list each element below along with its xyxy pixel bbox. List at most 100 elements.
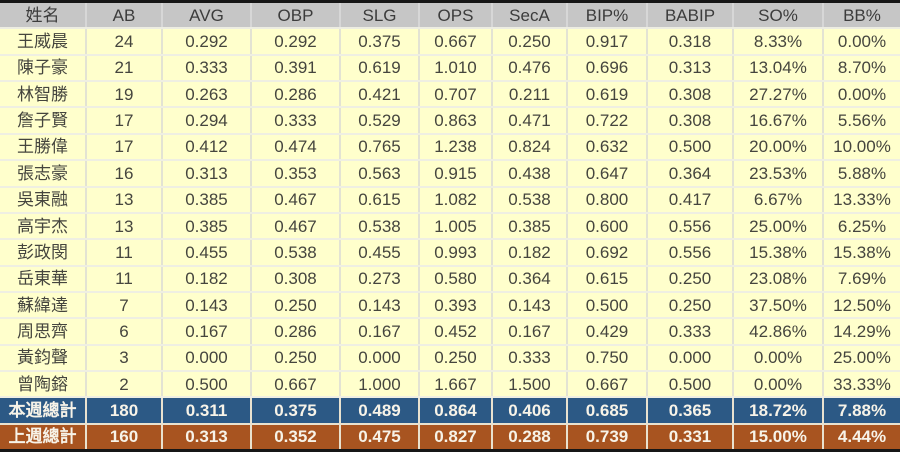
stat-cell[interactable]: 0.563 — [341, 161, 420, 186]
stat-cell[interactable]: 0.375 — [341, 29, 420, 54]
stat-cell[interactable]: 0.580 — [420, 266, 493, 291]
stat-cell[interactable]: 16.67% — [734, 108, 824, 133]
stat-cell[interactable]: 0.333 — [252, 108, 341, 133]
stat-cell[interactable]: 0.500 — [648, 134, 734, 160]
stat-cell[interactable]: 0.308 — [252, 266, 341, 291]
stat-cell[interactable]: 0.632 — [568, 134, 648, 160]
stat-cell[interactable]: 19 — [87, 82, 163, 107]
stat-cell[interactable]: 6.25% — [837, 216, 887, 236]
stat-cell[interactable]: 33.33% — [833, 374, 891, 394]
stat-cell[interactable]: 8.70% — [837, 58, 887, 78]
stat-cell[interactable]: 11 — [87, 266, 163, 291]
stat-cell[interactable]: 7.88% — [837, 401, 887, 421]
stat-cell[interactable]: 13 — [87, 187, 163, 212]
stat-cell[interactable]: 3 — [87, 345, 163, 371]
stat-cell[interactable]: 0.250 — [252, 292, 341, 318]
player-name-cell[interactable]: 蘇緯達 — [0, 292, 87, 318]
stat-cell[interactable]: 0.556 — [648, 240, 734, 265]
stat-cell[interactable]: 0.286 — [252, 319, 341, 344]
stat-cell[interactable]: 0.667 — [568, 372, 648, 397]
stat-cell[interactable]: 0.364 — [493, 266, 568, 291]
stat-cell[interactable]: 0.308 — [648, 108, 734, 133]
stat-cell[interactable]: 18.72% — [734, 398, 824, 423]
stat-cell[interactable]: 180 — [87, 398, 163, 423]
stat-cell[interactable]: 0.429 — [568, 319, 648, 344]
stat-cell[interactable]: 0.722 — [568, 108, 648, 133]
player-name-cell[interactable]: 王勝偉 — [0, 134, 87, 160]
stat-cell[interactable]: 27.27% — [734, 82, 824, 107]
stat-cell[interactable]: 0.167 — [163, 319, 252, 344]
stat-cell[interactable]: 0.294 — [163, 108, 252, 133]
stat-cell[interactable]: 0.696 — [568, 55, 648, 81]
player-name-cell[interactable]: 曾陶鎔 — [0, 372, 87, 397]
stat-cell[interactable]: 7 — [87, 292, 163, 318]
stat-cell[interactable]: 0.619 — [568, 82, 648, 107]
stat-cell[interactable]: 0.538 — [252, 240, 341, 265]
stat-cell[interactable]: 10.00% — [833, 137, 891, 157]
stat-cell[interactable]: 0.393 — [420, 292, 493, 318]
stat-cell[interactable]: 0.000 — [341, 345, 420, 371]
stat-cell[interactable]: 0.385 — [163, 187, 252, 212]
stat-cell[interactable]: 12.50% — [833, 295, 891, 315]
stat-cell[interactable]: 0.00% — [837, 32, 887, 52]
stat-cell[interactable]: 0.500 — [163, 372, 252, 397]
stat-cell[interactable]: 15.38% — [833, 242, 891, 262]
stat-cell[interactable]: 0.000 — [163, 345, 252, 371]
stat-cell[interactable]: 0.667 — [420, 29, 493, 54]
stat-cell[interactable]: 4.44% — [837, 427, 887, 447]
stat-cell[interactable]: 0.500 — [568, 292, 648, 318]
stat-cell[interactable]: 42.86% — [734, 319, 824, 344]
player-name-cell[interactable]: 王威晨 — [0, 29, 87, 54]
stat-cell[interactable]: 0.750 — [568, 345, 648, 371]
stat-cell[interactable]: 0.500 — [648, 372, 734, 397]
stat-cell[interactable]: 20.00% — [734, 134, 824, 160]
stat-cell[interactable]: 6 — [87, 319, 163, 344]
stat-cell[interactable]: 13.33% — [833, 190, 891, 210]
stat-cell[interactable]: 0.211 — [493, 82, 568, 107]
player-name-cell[interactable]: 高宇杰 — [0, 213, 87, 239]
player-name-cell[interactable]: 彭政閔 — [0, 240, 87, 265]
stat-cell[interactable]: 23.08% — [734, 266, 824, 291]
stat-cell[interactable]: 0.538 — [341, 213, 420, 239]
stat-cell[interactable]: 0.615 — [341, 187, 420, 212]
stat-cell[interactable]: 0.00% — [734, 372, 824, 397]
stat-cell[interactable]: 0.476 — [493, 55, 568, 81]
stat-cell[interactable]: 0.529 — [341, 108, 420, 133]
stat-cell[interactable]: 8.33% — [734, 29, 824, 54]
stat-cell[interactable]: 0.00% — [734, 345, 824, 371]
column-header[interactable]: SecA — [493, 3, 568, 28]
stat-cell[interactable]: 0.167 — [341, 319, 420, 344]
stat-cell[interactable]: 1.005 — [420, 213, 493, 239]
stat-cell[interactable]: 0.313 — [648, 55, 734, 81]
stat-cell[interactable]: 0.917 — [568, 29, 648, 54]
stat-cell[interactable]: 0.318 — [648, 29, 734, 54]
stat-cell[interactable]: 0.692 — [568, 240, 648, 265]
stat-cell[interactable]: 13.04% — [734, 55, 824, 81]
stat-cell[interactable]: 16 — [87, 161, 163, 186]
stat-cell[interactable]: 0.250 — [252, 345, 341, 371]
stat-cell[interactable]: 1.082 — [420, 187, 493, 212]
stat-cell[interactable]: 0.143 — [163, 292, 252, 318]
stat-cell[interactable]: 17 — [87, 134, 163, 160]
column-header[interactable]: BB% — [843, 5, 881, 25]
stat-cell[interactable]: 1.238 — [420, 134, 493, 160]
stat-cell[interactable]: 0.685 — [568, 398, 648, 423]
stat-cell[interactable]: 0.993 — [420, 240, 493, 265]
stat-cell[interactable]: 0.474 — [252, 134, 341, 160]
stat-cell[interactable]: 0.288 — [493, 424, 568, 450]
stat-cell[interactable]: 7.69% — [837, 269, 887, 289]
stat-cell[interactable]: 0.406 — [493, 398, 568, 423]
player-name-cell[interactable]: 吳東融 — [0, 187, 87, 212]
stat-cell[interactable]: 0.765 — [341, 134, 420, 160]
stat-cell[interactable]: 14.29% — [833, 321, 891, 341]
stat-cell[interactable]: 0.365 — [648, 398, 734, 423]
stat-cell[interactable]: 0.286 — [252, 82, 341, 107]
stat-cell[interactable]: 0.455 — [163, 240, 252, 265]
stat-cell[interactable]: 0.647 — [568, 161, 648, 186]
stat-cell[interactable]: 11 — [87, 240, 163, 265]
player-name-cell[interactable]: 岳東華 — [0, 266, 87, 291]
stat-cell[interactable]: 2 — [87, 372, 163, 397]
stat-cell[interactable]: 5.88% — [837, 163, 887, 183]
column-header[interactable]: 姓名 — [0, 3, 87, 28]
stat-cell[interactable]: 0.824 — [493, 134, 568, 160]
